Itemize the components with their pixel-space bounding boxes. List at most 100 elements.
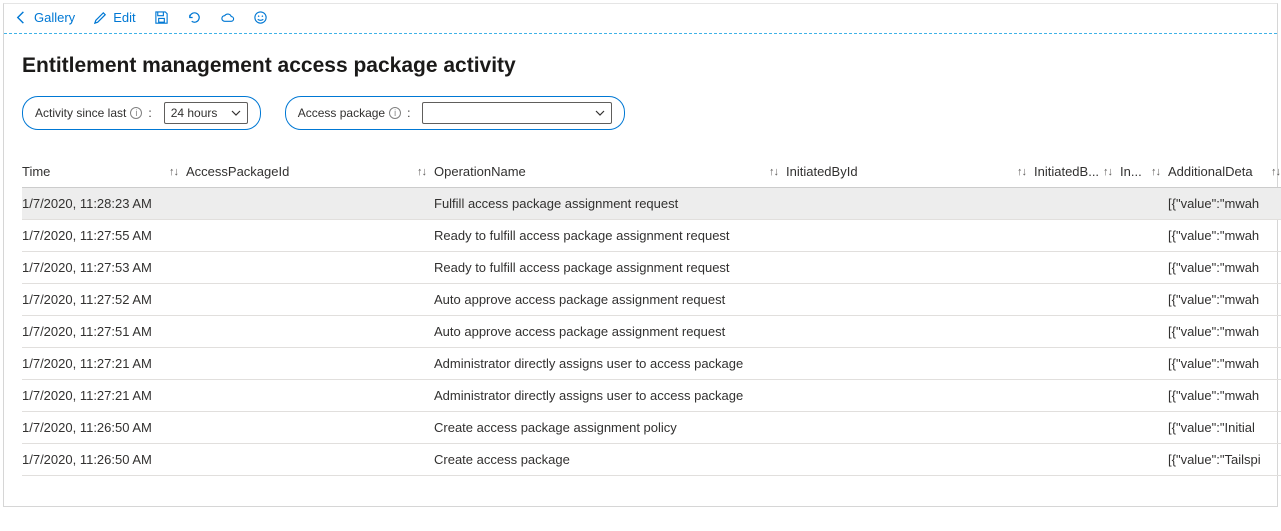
page-title: Entitlement management access package ac… <box>22 48 1259 78</box>
column-header-initiatedB[interactable]: InitiatedB...↑↓ <box>1034 156 1120 188</box>
column-label: AccessPackageId <box>186 164 289 179</box>
cell-time: 1/7/2020, 11:26:50 AM <box>22 412 186 444</box>
cell-in <box>1120 380 1168 412</box>
cell-operationName: Auto approve access package assignment r… <box>434 284 786 316</box>
cell-time: 1/7/2020, 11:28:23 AM <box>22 188 186 220</box>
table-row[interactable]: 1/7/2020, 11:26:50 AMCreate access packa… <box>22 444 1281 476</box>
cell-in <box>1120 444 1168 476</box>
cloud-icon <box>220 10 235 25</box>
feedback-button[interactable] <box>253 10 268 25</box>
cell-accessPackageId <box>186 284 434 316</box>
cell-accessPackageId <box>186 444 434 476</box>
cell-initiatedById <box>786 444 1034 476</box>
cell-operationName: Administrator directly assigns user to a… <box>434 380 786 412</box>
cell-additionalDeta: [{"value":"mwah <box>1168 220 1281 252</box>
cell-accessPackageId <box>186 412 434 444</box>
refresh-icon <box>187 10 202 25</box>
cell-accessPackageId <box>186 348 434 380</box>
table-row[interactable]: 1/7/2020, 11:27:21 AM Administrator direc… <box>22 380 1281 412</box>
table-row[interactable]: 1/7/2020, 11:27:52 AM Auto approve access… <box>22 284 1281 316</box>
sort-icon[interactable]: ↑↓ <box>769 166 778 178</box>
activity-label: Activity since last <box>35 106 126 120</box>
cell-initiatedB <box>1034 348 1120 380</box>
cell-operationName: Ready to fulfill access package assignme… <box>434 220 786 252</box>
column-header-in[interactable]: In...↑↓ <box>1120 156 1168 188</box>
activity-value: 24 hours <box>171 106 218 120</box>
cell-accessPackageId <box>186 316 434 348</box>
cell-initiatedById <box>786 188 1034 220</box>
content: Entitlement management access package ac… <box>4 34 1277 506</box>
sort-icon[interactable]: ↑↓ <box>1271 166 1280 178</box>
table-row[interactable]: 1/7/2020, 11:28:23 AM Fulfill access pack… <box>22 188 1281 220</box>
cell-in <box>1120 252 1168 284</box>
cell-initiatedB <box>1034 380 1120 412</box>
cell-operationName: Administrator directly assigns user to a… <box>434 348 786 380</box>
edit-button[interactable]: Edit <box>93 10 135 25</box>
access-package-filter[interactable]: Access package i : <box>285 96 626 130</box>
cell-operationName: Create access package assignment policy <box>434 412 786 444</box>
info-icon: i <box>389 107 401 119</box>
activity-table: Time↑↓AccessPackageId↑↓OperationName↑↓In… <box>22 156 1281 476</box>
column-header-accessPackageId[interactable]: AccessPackageId ↑↓ <box>186 156 434 188</box>
sort-icon[interactable]: ↑↓ <box>169 166 178 178</box>
pencil-icon <box>93 10 108 25</box>
sort-icon[interactable]: ↑↓ <box>1017 166 1026 178</box>
toolbar: Gallery Edit <box>4 4 1277 34</box>
package-label: Access package <box>298 106 385 120</box>
column-label: Time <box>22 164 50 179</box>
column-header-time[interactable]: Time ↑↓ <box>22 156 186 188</box>
refresh-button[interactable] <box>187 10 202 25</box>
cell-accessPackageId <box>186 252 434 284</box>
back-gallery-button[interactable]: Gallery <box>14 10 75 25</box>
cell-additionalDeta: [{"value":"mwah <box>1168 188 1281 220</box>
cell-time: 1/7/2020, 11:27:21 AM <box>22 380 186 412</box>
cell-in <box>1120 316 1168 348</box>
cell-initiatedById <box>786 316 1034 348</box>
cell-in <box>1120 220 1168 252</box>
cell-initiatedById <box>786 252 1034 284</box>
chevron-down-icon <box>595 108 605 118</box>
cell-operationName: Fulfill access package assignment reques… <box>434 188 786 220</box>
cell-time: 1/7/2020, 11:27:51 AM <box>22 316 186 348</box>
cell-additionalDeta: [{"value":"mwah <box>1168 348 1281 380</box>
cell-additionalDeta: [{"value":"Tailspi <box>1168 444 1281 476</box>
package-select[interactable] <box>422 102 612 124</box>
cell-operationName: Ready to fulfill access package assignme… <box>434 252 786 284</box>
activity-select[interactable]: 24 hours <box>164 102 248 124</box>
table-row[interactable]: 1/7/2020, 11:27:51 AMAuto approve access… <box>22 316 1281 348</box>
cloud-button[interactable] <box>220 10 235 25</box>
cell-additionalDeta: [{"value":"mwah <box>1168 316 1281 348</box>
colon: : <box>407 106 410 120</box>
column-header-additionalDeta[interactable]: AdditionalDeta↑↓ <box>1168 156 1281 188</box>
cell-initiatedB <box>1034 444 1120 476</box>
edit-label: Edit <box>113 10 135 25</box>
cell-accessPackageId <box>186 188 434 220</box>
cell-in <box>1120 284 1168 316</box>
cell-initiatedB <box>1034 220 1120 252</box>
arrow-left-icon <box>14 10 29 25</box>
cell-initiatedB <box>1034 284 1120 316</box>
activity-since-filter[interactable]: Activity since last i : 24 hours <box>22 96 261 130</box>
cell-initiatedById <box>786 348 1034 380</box>
table-row[interactable]: 1/7/2020, 11:27:55 AM Ready to fulfill ac… <box>22 220 1281 252</box>
cell-time: 1/7/2020, 11:27:21 AM <box>22 348 186 380</box>
column-header-initiatedById[interactable]: InitiatedById ↑↓ <box>786 156 1034 188</box>
cell-time: 1/7/2020, 11:27:52 AM <box>22 284 186 316</box>
save-button[interactable] <box>154 10 169 25</box>
cell-initiatedB <box>1034 252 1120 284</box>
save-icon <box>154 10 169 25</box>
column-label: InitiatedById <box>786 164 858 179</box>
cell-accessPackageId <box>186 380 434 412</box>
sort-icon[interactable]: ↑↓ <box>1103 166 1112 178</box>
sort-icon[interactable]: ↑↓ <box>417 166 426 178</box>
table-row[interactable]: 1/7/2020, 11:27:21 AM Administrator direc… <box>22 348 1281 380</box>
chevron-down-icon <box>231 108 241 118</box>
sort-icon[interactable]: ↑↓ <box>1151 166 1160 178</box>
cell-initiatedById <box>786 284 1034 316</box>
column-header-operationName[interactable]: OperationName↑↓ <box>434 156 786 188</box>
table-row[interactable]: 1/7/2020, 11:27:53 AMReady to fulfill ac… <box>22 252 1281 284</box>
info-icon: i <box>130 107 142 119</box>
table-row[interactable]: 1/7/2020, 11:26:50 AM Create access packa… <box>22 412 1281 444</box>
cell-time: 1/7/2020, 11:27:55 AM <box>22 220 186 252</box>
cell-initiatedB <box>1034 188 1120 220</box>
